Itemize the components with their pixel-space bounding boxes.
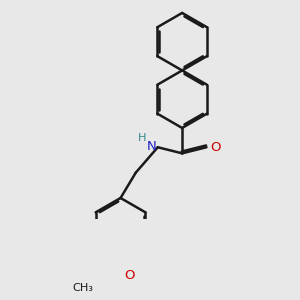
Text: H: H	[138, 133, 147, 143]
Text: O: O	[211, 141, 221, 154]
Text: O: O	[124, 269, 135, 282]
Text: CH₃: CH₃	[73, 283, 94, 293]
Text: N: N	[146, 140, 156, 153]
